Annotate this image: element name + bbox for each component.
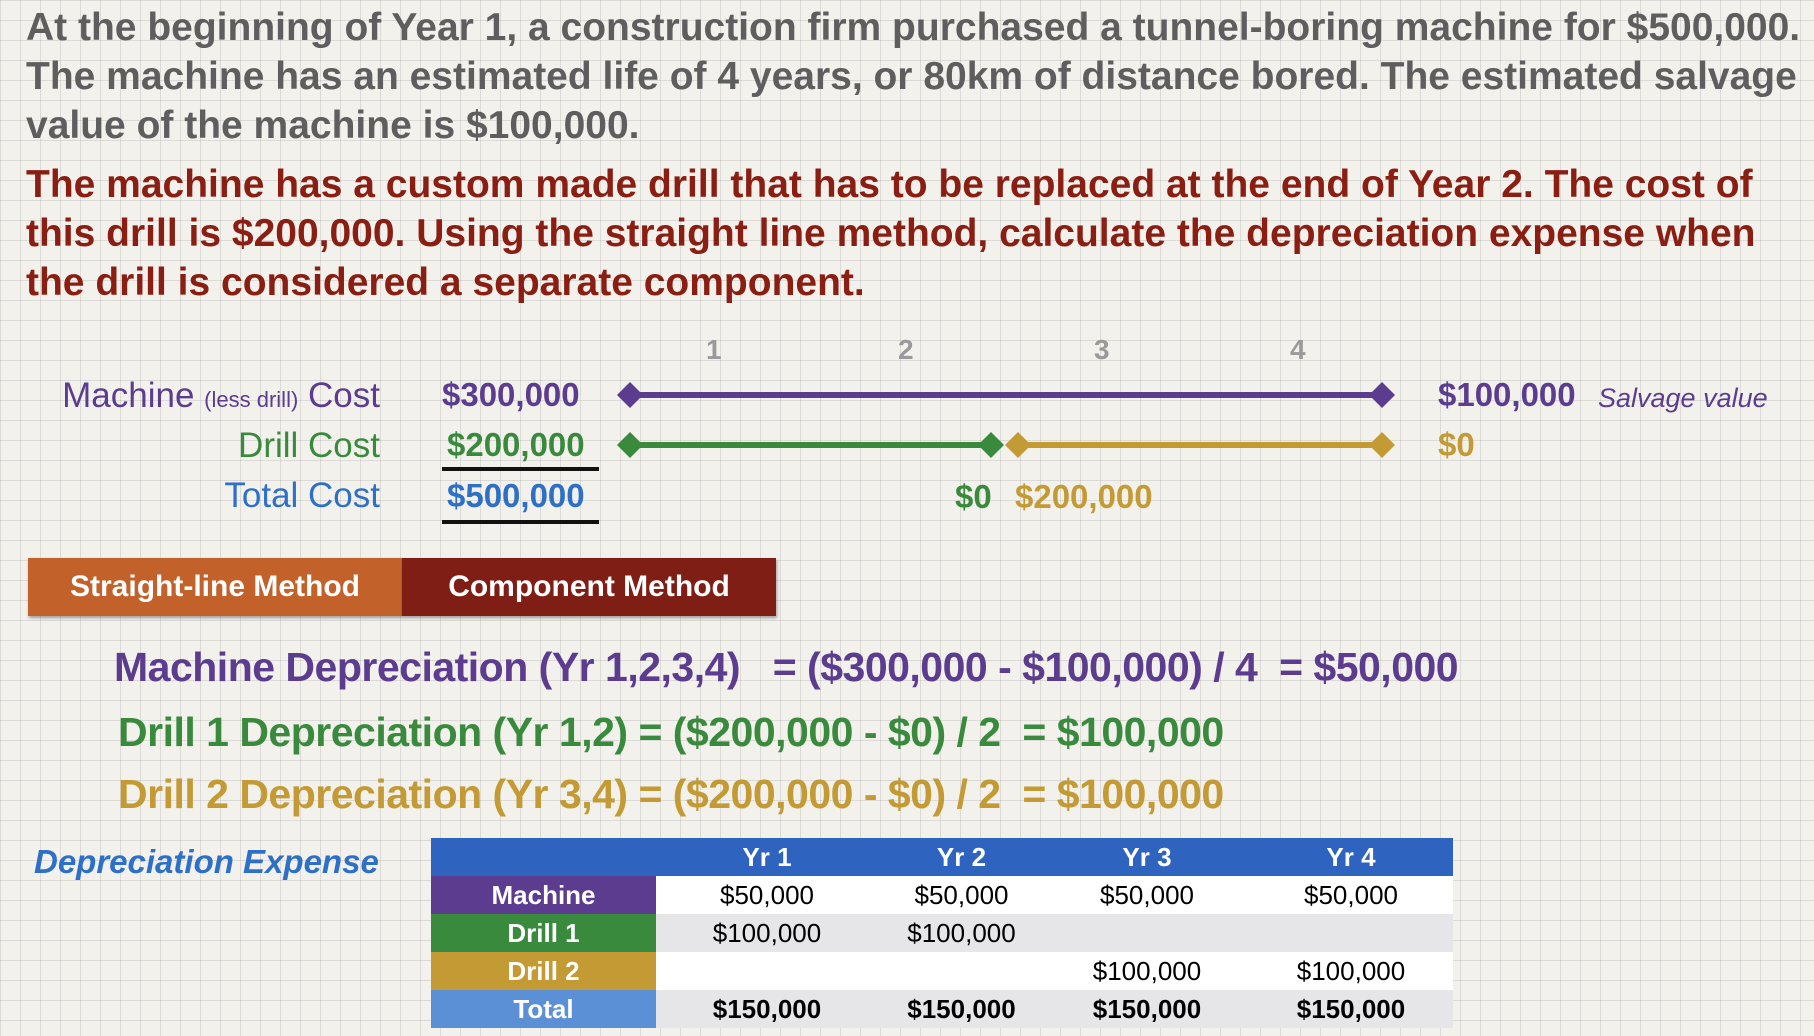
table-cell: $50,000 [914, 879, 1009, 910]
header-yr3: Yr 3 [1045, 838, 1249, 876]
table-cell: $150,000 [1296, 993, 1406, 1024]
drill2-depreciation-equation: Drill 2 Depreciation (Yr 3,4) = ($200,00… [118, 771, 1224, 817]
task-text: The machine has a custom made drill that… [26, 163, 1756, 304]
machine-timeline [617, 382, 1395, 408]
row-label-drill2: Drill 2 [431, 952, 656, 990]
tab-component-method[interactable]: Component Method [402, 558, 776, 616]
depreciation-expense-title: Depreciation Expense [34, 843, 379, 880]
table-cell [1249, 914, 1453, 952]
drill1-start-diamond [617, 432, 643, 458]
drill1-depreciation-equation: Drill 1 Depreciation (Yr 1,2) = ($200,00… [118, 709, 1224, 755]
machine-end-diamond [1369, 382, 1395, 408]
row-label-total: Total [431, 990, 656, 1028]
depreciation-table: Yr 1 Yr 2 Yr 3 Yr 4 Machine $50,000 $50,… [431, 838, 1453, 1028]
table-cell: $50,000 [1304, 879, 1398, 910]
table-header-row: Yr 1 Yr 2 Yr 3 Yr 4 [431, 838, 1453, 876]
problem-text: At the beginning of Year 1, a constructi… [26, 6, 1801, 147]
drill1-end-diamond [978, 432, 1004, 458]
header-yr4: Yr 4 [1249, 838, 1453, 876]
table-cell [1045, 914, 1249, 952]
table-cell: $100,000 [712, 917, 822, 948]
table-cell: $100,000 [1092, 955, 1202, 986]
table-cell: $100,000 [1296, 955, 1406, 986]
year-tick-2: 2 [898, 334, 914, 365]
total-underline [442, 520, 599, 524]
table-cell [878, 952, 1045, 990]
header-yr2: Yr 2 [878, 838, 1045, 876]
table-cell: $150,000 [1092, 993, 1202, 1024]
table-cell: $50,000 [720, 879, 814, 910]
table-row-machine: Machine $50,000 $50,000 $50,000 $50,000 [431, 876, 1453, 914]
table-row-total: Total $150,000 $150,000 $150,000 $150,00… [431, 990, 1453, 1028]
machine-salvage-value: $100,000 [1438, 376, 1576, 413]
year-tick-3: 3 [1094, 334, 1110, 365]
table-cell [656, 952, 878, 990]
drill-cost-value: $200,000 [447, 426, 585, 463]
row-label-drill1: Drill 1 [431, 914, 656, 952]
subtotal-underline [442, 467, 599, 471]
drill2-start-diamond [1005, 432, 1031, 458]
machine-label: Machine [62, 376, 195, 415]
drill2-end-diamond [1369, 432, 1395, 458]
drill2-end-value: $0 [1438, 426, 1475, 463]
table-row-drill1: Drill 1 $100,000 $100,000 [431, 914, 1453, 952]
year-tick-1: 1 [706, 334, 722, 365]
header-blank [431, 838, 656, 876]
drill1-end-value: $0 [955, 478, 992, 515]
table-cell: $150,000 [712, 993, 822, 1024]
row-label-machine: Machine [431, 876, 656, 914]
salvage-value-note: Salvage value [1598, 383, 1768, 413]
table-row-drill2: Drill 2 $100,000 $100,000 [431, 952, 1453, 990]
machine-cost-label: Machine (less drill) Cost [20, 376, 380, 416]
total-cost-value: $500,000 [447, 477, 585, 514]
table-cell: $100,000 [907, 917, 1016, 948]
machine-cost-value: $300,000 [442, 376, 580, 413]
machine-label-end: Cost [308, 376, 380, 415]
drill1-timeline [617, 432, 1004, 458]
year-tick-4: 4 [1290, 334, 1306, 365]
machine-start-diamond [617, 382, 643, 408]
table-cell: $50,000 [1100, 879, 1194, 910]
drill2-start-value: $200,000 [1015, 478, 1153, 515]
header-yr1: Yr 1 [656, 838, 878, 876]
drill-cost-label: Drill Cost [238, 426, 380, 465]
tab-straight-line-method[interactable]: Straight-line Method [28, 558, 402, 616]
machine-label-small: (less drill) [204, 387, 299, 412]
table-cell: $150,000 [907, 993, 1016, 1024]
total-cost-label: Total Cost [224, 476, 380, 515]
drill2-timeline [1005, 432, 1395, 458]
machine-depreciation-equation: Machine Depreciation (Yr 1,2,3,4) = ($30… [114, 644, 1459, 690]
timeline-bars [617, 382, 1395, 458]
